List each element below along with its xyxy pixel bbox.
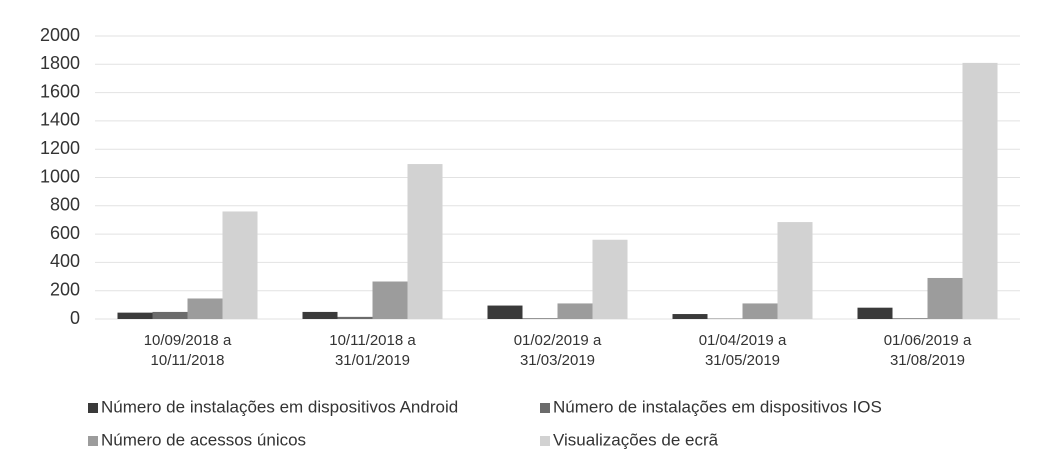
bar	[672, 314, 708, 319]
x-tick-label: 01/02/2019 a 31/03/2019	[514, 332, 602, 369]
bar	[117, 312, 153, 319]
bar	[892, 318, 928, 319]
bar	[487, 305, 523, 319]
bar	[857, 307, 893, 319]
legend-label: Número de instalações em dispositivos IO…	[553, 397, 882, 416]
bar	[372, 281, 408, 319]
y-tick-label: 800	[50, 195, 80, 215]
x-tick-label: 01/06/2019 a 31/08/2019	[884, 332, 972, 369]
bar	[927, 277, 963, 319]
y-tick-label: 1600	[40, 81, 80, 101]
bar	[592, 239, 628, 319]
legend-label: Número de instalações em dispositivos An…	[101, 397, 458, 416]
legend-swatch	[540, 403, 550, 413]
bar	[302, 311, 338, 319]
bar	[742, 303, 778, 319]
legend-swatch	[88, 403, 98, 413]
legend-label: Visualizações de ecrã	[553, 430, 719, 449]
y-tick-label: 2000	[40, 25, 80, 45]
x-tick-label: 10/11/2018 a 31/01/2019	[329, 332, 416, 369]
y-tick-label: 1800	[40, 53, 80, 73]
legend-label: Número de acessos únicos	[101, 430, 306, 449]
y-tick-label: 1200	[40, 138, 80, 158]
bar	[962, 62, 998, 319]
bar	[222, 211, 258, 319]
x-tick-label: 01/04/2019 a 31/05/2019	[699, 332, 787, 369]
bar	[337, 316, 373, 319]
legend-swatch	[88, 436, 98, 446]
bar	[407, 164, 443, 319]
x-tick-label: 10/09/2018 a 10/11/2018	[144, 332, 232, 369]
y-tick-label: 1000	[40, 166, 80, 186]
y-tick-label: 600	[50, 223, 80, 243]
legend-swatch	[540, 436, 550, 446]
y-tick-label: 0	[70, 308, 80, 328]
y-tick-label: 200	[50, 279, 80, 299]
y-tick-label: 400	[50, 251, 80, 271]
bar	[557, 303, 593, 319]
y-tick-label: 1400	[40, 110, 80, 130]
bar	[777, 222, 813, 319]
bar	[187, 298, 223, 319]
bar	[522, 318, 558, 319]
bar	[152, 311, 188, 319]
